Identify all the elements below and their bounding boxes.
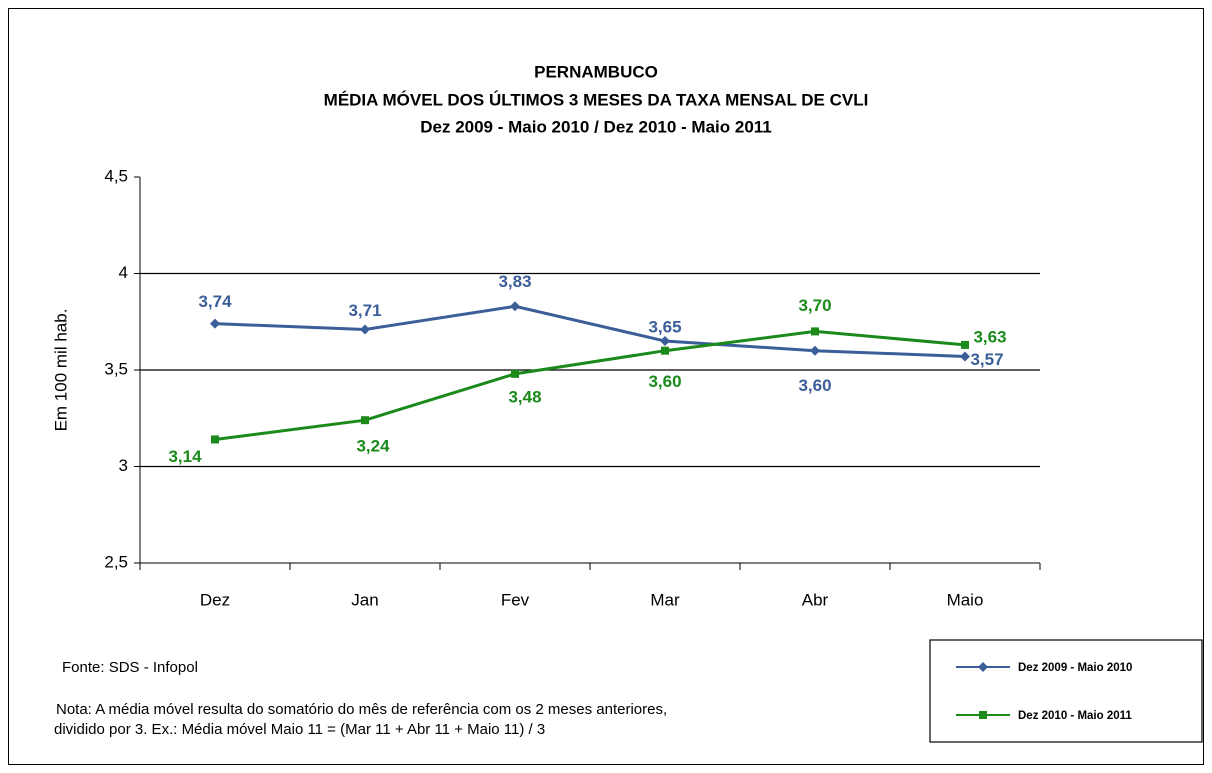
x-tick-label: Abr [802,590,829,609]
y-tick-label: 4 [119,263,128,282]
marker [960,351,970,362]
data-label: 3,60 [648,372,681,391]
legend-label: Dez 2009 - Maio 2010 [1018,662,1132,674]
y-axis-label: Em 100 mil hab. [51,309,70,432]
marker [961,340,969,349]
chart-title: Dez 2009 - Maio 2010 / Dez 2010 - Maio 2… [420,117,772,136]
y-tick-label: 4,5 [104,166,128,185]
legend-label: Dez 2010 - Maio 2011 [1018,710,1132,722]
data-label: 3,48 [508,387,541,406]
data-label: 3,70 [798,296,831,315]
x-tick-label: Mar [650,590,680,609]
y-tick-label: 3 [119,456,128,475]
note: dividido por 3. Ex.: Média móvel Maio 11… [54,721,545,738]
x-tick-label: Maio [947,590,984,609]
marker [511,369,519,378]
data-label: 3,74 [198,292,232,311]
data-label: 3,57 [970,350,1003,369]
series-line [214,304,966,358]
marker [211,435,219,444]
note: Nota: A média móvel resulta do somatório… [56,701,667,718]
series-line [214,329,966,441]
data-label: 3,63 [973,327,1006,346]
x-tick-label: Jan [351,590,378,609]
chart-title: PERNAMBUCO [534,62,658,81]
source: Fonte: SDS - Infopol [62,659,198,676]
marker [360,324,370,335]
data-label: 3,60 [798,376,831,395]
data-label: 3,14 [168,447,202,466]
chart-border [8,8,1204,765]
marker [361,416,369,425]
marker [660,336,670,347]
marker [810,345,820,356]
y-tick-label: 2,5 [104,552,128,571]
legend-box [929,639,1203,743]
marker [661,346,669,355]
x-tick-label: Dez [200,590,230,609]
marker [510,301,520,312]
chart-title: MÉDIA MÓVEL DOS ÚLTIMOS 3 MESES DA TAXA … [324,90,869,109]
data-label: 3,83 [498,272,531,291]
marker [811,327,819,336]
marker [979,711,987,719]
x-tick-label: Fev [501,590,530,609]
data-label: 3,65 [648,318,681,337]
data-label: 3,24 [356,437,390,456]
y-tick-label: 3,5 [104,359,128,378]
marker [978,662,988,672]
marker [210,318,220,329]
data-label: 3,71 [348,301,381,320]
